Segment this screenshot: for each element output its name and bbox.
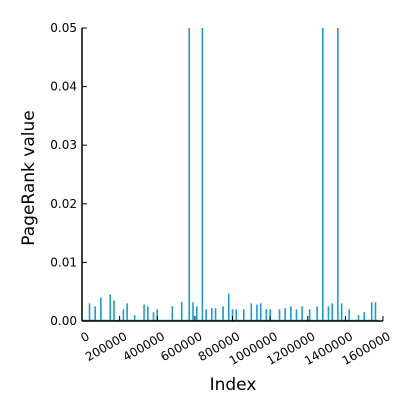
y-tick-label: 0.02 [50,197,77,211]
x-axis-title: Index [210,375,257,395]
y-tick-label: 0.01 [50,255,77,269]
x-tick-label: 0 [78,329,92,345]
x-tick-label: 600000 [158,329,205,364]
x-axis-ticks: 0200000400000600000800000100000012000001… [78,316,393,368]
y-axis-ticks: 0.00 0.01 0.02 0.03 0.04 0.05 [50,21,87,328]
y-axis-title: PageRank value [19,110,39,245]
x-tick-label: 200000 [83,329,130,364]
x-tick-label: 400000 [120,329,167,364]
y-tick-label: 0.00 [50,314,77,328]
y-tick-label: 0.05 [50,21,77,35]
plot-area [82,28,379,322]
y-tick-label: 0.04 [50,80,77,94]
y-tick-label: 0.03 [50,138,77,152]
